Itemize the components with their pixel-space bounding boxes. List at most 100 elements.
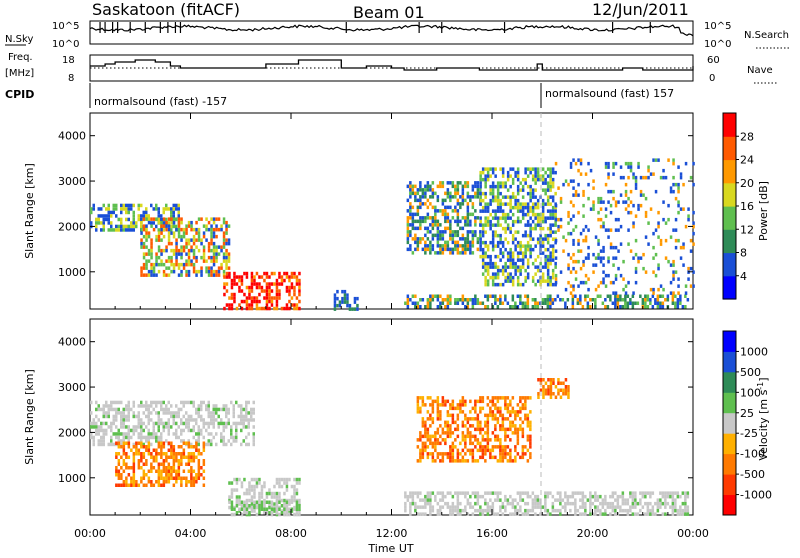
echo-cell: [501, 417, 505, 421]
echo-cell: [479, 237, 482, 241]
echo-cell: [632, 224, 635, 229]
echo-cell: [652, 291, 655, 295]
echo-cell: [594, 498, 597, 502]
echo-cell: [546, 491, 550, 495]
echo-cell: [534, 212, 537, 217]
echo-cell: [526, 305, 530, 309]
echo-cell: [182, 421, 185, 426]
echo-cell: [631, 301, 635, 305]
echo-cell: [501, 240, 505, 245]
echo-cell: [549, 195, 552, 199]
echo-cell: [501, 282, 505, 287]
echo-cell: [464, 445, 467, 449]
echo-cell: [516, 191, 520, 196]
echo-cell: [637, 203, 640, 208]
echo-cell: [466, 184, 470, 189]
echo-cell: [646, 491, 650, 495]
echo-cell: [127, 414, 130, 419]
echo-cell: [192, 469, 196, 473]
echo-cell: [222, 439, 225, 443]
echo-cell: [549, 378, 553, 382]
echo-cell: [411, 219, 415, 224]
echo-cell: [687, 277, 690, 281]
echo-cell: [187, 241, 191, 246]
echo-cell: [167, 473, 171, 477]
echo-cell: [436, 240, 440, 245]
echo-cell: [476, 441, 480, 446]
echo-cell: [192, 241, 196, 246]
echo-cell: [446, 431, 450, 435]
echo-cell: [127, 441, 131, 445]
echo-cell: [278, 292, 281, 297]
echo-cell: [454, 205, 457, 210]
echo-cell: [511, 298, 515, 302]
echo-cell: [469, 441, 472, 446]
echo-cell: [192, 255, 196, 260]
echo-cell: [496, 216, 500, 220]
echo-cell: [130, 428, 133, 433]
echo-cell: [263, 481, 266, 485]
echo-cell: [115, 473, 118, 477]
echo-cell: [414, 233, 417, 238]
echo-cell: [140, 441, 143, 445]
echo-cell: [551, 298, 555, 302]
echo-cell: [444, 420, 447, 425]
echo-cell: [582, 259, 585, 264]
echo-cell: [499, 247, 502, 252]
echo-cell: [285, 477, 289, 482]
echo-cell: [419, 223, 422, 227]
xtick-label-0: 00:00: [74, 527, 106, 540]
echo-cell: [150, 432, 153, 436]
echo-cell: [92, 207, 95, 211]
echo-cell: [240, 407, 243, 412]
echo-cell: [634, 182, 638, 187]
echo-cell: [95, 425, 98, 429]
echo-cell: [551, 254, 555, 259]
echo-cell: [100, 442, 103, 447]
echo-cell: [496, 188, 500, 192]
echo-cell: [253, 495, 256, 499]
echo-cell: [172, 452, 176, 456]
echo-cell: [531, 247, 535, 252]
echo-cell: [486, 427, 490, 432]
echo-cell: [672, 259, 675, 264]
echo-cell: [674, 501, 677, 506]
echo-cell: [172, 269, 176, 274]
echo-cell: [572, 252, 575, 257]
echo-cell: [250, 303, 254, 307]
echo-cell: [456, 191, 460, 196]
echo-cell: [162, 466, 166, 470]
echo-cell: [674, 505, 677, 509]
echo-cell: [629, 165, 633, 169]
echo-cell: [531, 195, 535, 199]
echo-cell: [409, 212, 412, 217]
echo-cell: [657, 287, 660, 292]
echo-cell: [627, 228, 630, 232]
echo-cell: [232, 439, 235, 443]
echo-cell: [656, 505, 660, 509]
echo-cell: [195, 220, 198, 225]
echo-cell: [170, 220, 173, 225]
echo-cell: [431, 223, 435, 227]
echo-cell: [230, 435, 233, 440]
echo-cell: [559, 508, 562, 513]
echo-cell: [130, 207, 133, 211]
echo-cell: [436, 198, 440, 203]
echo-cell: [484, 448, 487, 453]
echo-cell: [584, 294, 587, 298]
echo-cell: [504, 399, 507, 404]
echo-cell: [562, 249, 565, 253]
echo-cell: [419, 452, 422, 456]
echo-cell: [446, 301, 450, 305]
echo-cell: [456, 230, 460, 234]
echo-cell: [516, 413, 520, 418]
echo-cell: [547, 392, 550, 396]
echo-cell: [416, 505, 420, 509]
echo-cell: [110, 400, 113, 405]
echo-cell: [190, 469, 193, 473]
echo-cell: [197, 476, 201, 480]
echo-cell: [444, 305, 447, 309]
echo-cell: [207, 269, 211, 274]
echo-cell: [519, 188, 522, 192]
echo-cell: [501, 427, 505, 432]
